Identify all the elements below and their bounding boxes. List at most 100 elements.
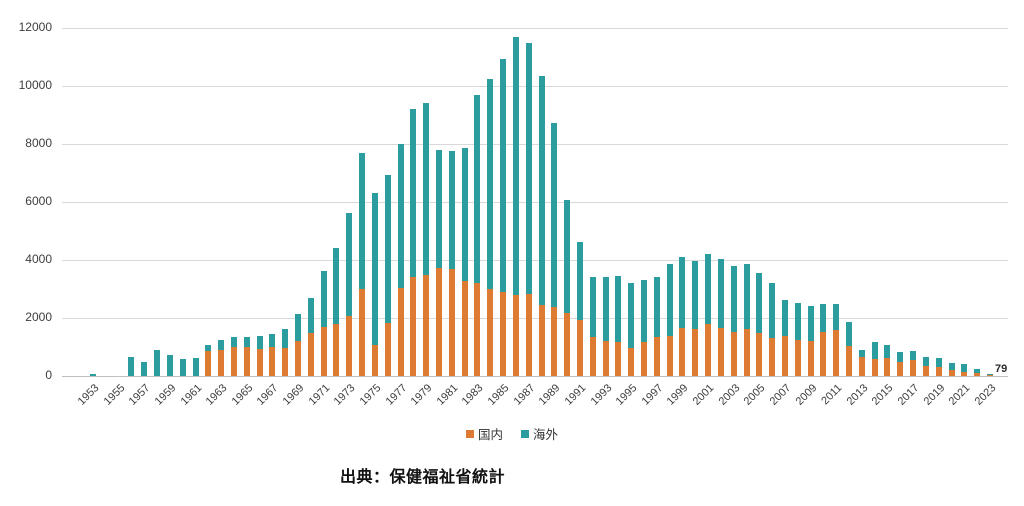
bar-segment-overseas: [435, 150, 442, 269]
y-axis-tick-label: 12000: [18, 20, 52, 34]
bar-segment-overseas: [397, 144, 404, 288]
bar-segment-overseas: [474, 94, 481, 284]
bar-segment-domestic: [922, 365, 929, 376]
x-axis-tick-label: 2007: [767, 382, 794, 408]
bar-segment-overseas: [230, 336, 237, 348]
bar-segment-overseas: [576, 241, 583, 321]
y-axis-tick-label: 4000: [25, 252, 52, 266]
y-axis-tick-label: 2000: [25, 310, 52, 324]
x-axis-tick-label: 1997: [639, 382, 666, 408]
bar-segment-domestic: [384, 323, 391, 376]
x-axis-tick-label: 1999: [665, 382, 691, 408]
x-axis-tick-label: 2021: [947, 382, 973, 408]
bar-segment-overseas: [461, 148, 468, 281]
bar-segment-overseas: [987, 373, 993, 375]
bar-segment-overseas: [218, 340, 225, 350]
bar-segment-overseas: [705, 254, 712, 325]
bar-segment-domestic: [256, 348, 263, 376]
gridline: [62, 86, 1008, 87]
bar-segment-overseas: [448, 150, 455, 270]
bar-segment-overseas: [487, 79, 494, 289]
x-axis-tick-label: 1979: [408, 382, 435, 408]
x-axis-tick-label: 2003: [716, 382, 743, 408]
bar-segment-domestic: [705, 324, 712, 376]
bar-segment-domestic: [781, 336, 788, 376]
bar-segment-overseas: [717, 259, 724, 328]
source-note: 出典：保健福祉省統計: [340, 469, 506, 486]
bar-segment-overseas: [922, 357, 929, 366]
bar-segment-overseas: [653, 276, 660, 337]
x-axis-tick-label: 1967: [255, 382, 281, 408]
bar-segment-domestic: [628, 347, 635, 376]
bar-segment-overseas: [564, 199, 571, 314]
bar-segment-domestic: [858, 357, 865, 376]
x-axis-tick-label: 1959: [152, 382, 179, 408]
bar-segment-overseas: [858, 349, 865, 358]
bar-segment-domestic: [769, 338, 776, 376]
bar-segment-domestic: [474, 283, 481, 376]
bar-segment-overseas: [807, 306, 814, 341]
x-axis-tick-label: 2009: [793, 382, 820, 408]
x-axis-tick-label: 1955: [101, 382, 128, 408]
x-axis-tick-label: 1957: [126, 382, 153, 408]
bar-segment-overseas: [628, 283, 635, 348]
bar-segment-overseas: [307, 297, 314, 334]
legend: 国内 海外: [0, 424, 1024, 443]
bar-segment-overseas: [641, 280, 647, 343]
x-axis-tick-label: 2019: [921, 382, 948, 408]
bar-segment-domestic: [948, 369, 955, 376]
x-axis-tick-label: 1989: [536, 382, 563, 408]
bar-segment-domestic: [653, 336, 660, 376]
x-axis-tick-label: 1987: [511, 382, 538, 408]
bar-segment-overseas: [141, 362, 148, 376]
bar-segment-overseas: [282, 329, 289, 348]
x-axis-tick-label: 2005: [742, 382, 768, 408]
bar-segment-domestic: [487, 288, 494, 376]
bar-segment-domestic: [551, 307, 558, 376]
x-axis-tick-label: 1963: [203, 382, 230, 408]
bar-segment-overseas: [897, 351, 904, 363]
bar-segment-overseas: [846, 322, 853, 346]
bar-segment-overseas: [538, 76, 545, 305]
bar-segment-overseas: [910, 351, 917, 361]
x-axis-tick-label: 2001: [690, 382, 717, 408]
bar-segment-domestic: [743, 329, 750, 376]
bar-segment-overseas: [320, 271, 327, 327]
bar-segment-overseas: [256, 335, 263, 349]
bar-segment-overseas: [90, 373, 96, 376]
bar-segment-domestic: [359, 289, 366, 376]
bar-segment-domestic: [730, 331, 737, 376]
bar-segment-domestic: [525, 293, 532, 376]
bar-segment-domestic: [448, 269, 455, 376]
bar-segment-domestic: [871, 358, 878, 376]
x-axis-tick-label: 1977: [383, 382, 410, 408]
bar-segment-overseas: [512, 37, 519, 296]
x-axis-tick-label: 1981: [434, 382, 461, 408]
x-axis-tick-label: 1985: [485, 382, 512, 408]
bar-segment-domestic: [717, 327, 724, 376]
bar-segment-domestic: [307, 333, 314, 376]
x-axis-line: [62, 376, 1008, 377]
bar-segment-overseas: [615, 276, 622, 343]
gridline: [62, 202, 1008, 203]
bar-segment-domestic: [820, 332, 827, 376]
bar-segment-overseas: [205, 345, 212, 352]
bar-segment-overseas: [525, 43, 532, 294]
bar-segment-overseas: [974, 369, 981, 373]
x-axis-tick-label: 1973: [331, 382, 358, 408]
bar-segment-overseas: [295, 313, 302, 342]
bar-segment-overseas: [756, 273, 763, 334]
bar-segment-domestic: [346, 315, 353, 376]
x-axis-tick-label: 2023: [972, 382, 999, 408]
bar-segment-overseas: [781, 300, 788, 337]
bar-segment-overseas: [128, 357, 135, 376]
x-axis-tick-label: 1993: [588, 382, 615, 408]
bar-segment-overseas: [346, 213, 353, 316]
bar-segment-domestic: [846, 345, 853, 376]
x-axis-tick-label: 1983: [460, 382, 486, 408]
bar-segment-overseas: [410, 109, 417, 277]
bar-segment-overseas: [154, 349, 161, 376]
bar-segment-domestic: [371, 344, 378, 376]
bar-segment-domestic: [961, 371, 968, 376]
bar-segment-domestic: [935, 367, 942, 376]
